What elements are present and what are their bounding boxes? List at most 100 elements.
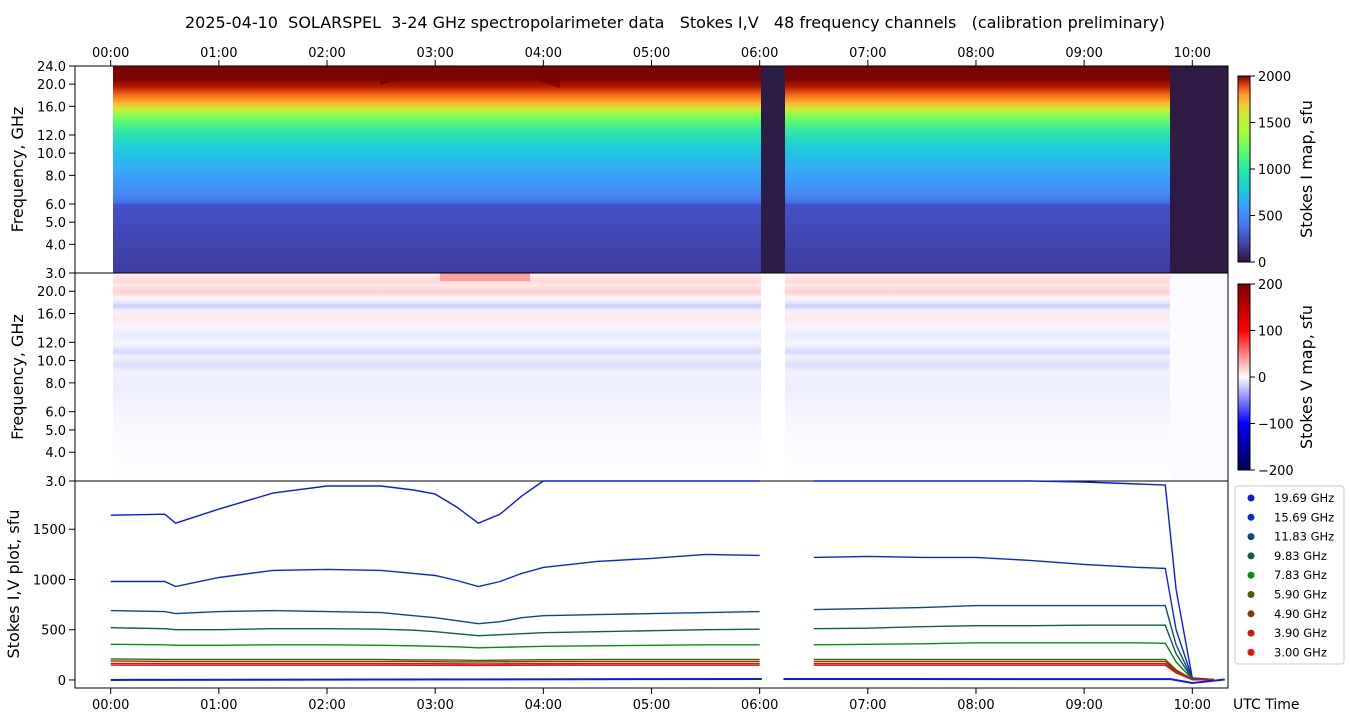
top-time-tick-label: 08:00	[957, 46, 994, 61]
stokes-i-colorbar-ticks: 0 500 1000 1500 2000	[1250, 70, 1291, 271]
freq-tick-label: 10.0	[37, 355, 66, 370]
stokes-i-colorbar-gradient	[1237, 75, 1251, 263]
freq-tick-label: 5.0	[45, 424, 66, 439]
bottom-time-tick-label: 03:00	[416, 698, 453, 713]
colorbar-tick-label: 500	[1258, 210, 1283, 225]
legend-label: 19.69 GHz	[1274, 491, 1334, 505]
series-line-11-83-ghz	[110, 604, 1214, 681]
top-time-tick-label: 01:00	[200, 46, 237, 61]
bottom-time-tick-label: 02:00	[308, 698, 345, 713]
stokes-v-panel: 3.0 4.0 5.0 6.0 8.0 10.0 12.0 16.0 20.0 Frequenc…	[8, 272, 1229, 490]
legend-label: 5.90 GHz	[1274, 588, 1327, 602]
stokes-v-colorbar-ticks: 200 100 0 −100 −200	[1250, 278, 1294, 479]
colorbar-tick-label: −100	[1258, 418, 1294, 433]
legend-marker	[1247, 494, 1255, 502]
stokes-v-data-gap	[761, 273, 785, 481]
stokes-v-ylabel: Frequency, GHz	[8, 314, 27, 440]
colorbar-tick-label: 0	[1258, 256, 1266, 271]
legend-label: 4.90 GHz	[1274, 607, 1327, 621]
freq-tick-label: 20.0	[37, 78, 66, 93]
series-line-3-00-ghz	[110, 664, 1214, 681]
freq-tick-label: 3.0	[45, 267, 66, 282]
stokes-i-panel: 3.0 4.0 5.0 6.0 8.0 10.0 12.0 16.0 20.0 24.0 00:0…	[8, 46, 1229, 282]
freq-tick-label: 12.0	[37, 336, 66, 351]
bottom-time-tick-label: 05:00	[633, 698, 670, 713]
freq-tick-label: 4.0	[45, 446, 66, 461]
stokes-i-data-gap	[761, 66, 785, 273]
legend-marker	[1247, 513, 1255, 521]
colorbar-tick-label: 100	[1258, 325, 1283, 340]
top-time-tick-label: 02:00	[308, 46, 345, 61]
freq-tick-label: 8.0	[45, 169, 66, 184]
legend-label: 3.00 GHz	[1274, 645, 1327, 659]
colorbar-tick-label: 0	[1258, 371, 1266, 386]
legend-label: 9.83 GHz	[1274, 549, 1327, 563]
stokes-v-colorbar-label: Stokes V map, sfu	[1297, 305, 1316, 449]
legend-marker	[1247, 591, 1255, 598]
legend-marker	[1247, 533, 1255, 541]
value-tick-label: 500	[41, 624, 66, 639]
stokes-v-map	[113, 273, 1170, 481]
series-line-15-69-ghz	[110, 553, 1214, 681]
bottom-time-tick-label: 04:00	[525, 698, 562, 713]
stokes-i-ylabel: Frequency, GHz	[8, 107, 27, 233]
stokes-v-after-sunset	[1170, 273, 1228, 481]
line-plot-y-ticks: 0 500 1000 1500	[33, 523, 75, 689]
top-time-tick-label: 09:00	[1065, 46, 1102, 61]
freq-tick-label: 24.0	[37, 60, 66, 75]
top-time-tick-label: 10:00	[1174, 46, 1211, 61]
value-tick-label: 1500	[33, 523, 66, 538]
legend-label: 11.83 GHz	[1274, 530, 1334, 544]
stokes-i-colorbar: 0 500 1000 1500 2000 Stokes I map, sfu	[1237, 70, 1316, 271]
x-axis-label: UTC Time	[1233, 697, 1299, 713]
series-line-7-83-ghz	[110, 642, 1214, 681]
stokes-i-after-sunset	[1170, 66, 1228, 273]
top-time-tick-label: 07:00	[849, 46, 886, 61]
bottom-time-tick-label: 10:00	[1174, 698, 1211, 713]
top-time-tick-label: 00:00	[92, 46, 129, 61]
stokes-v-colorbar: 200 100 0 −100 −200 Stokes V map, sfu	[1237, 278, 1316, 479]
legend-label: 15.69 GHz	[1274, 510, 1334, 524]
legend-entries: 19.69 GHz 15.69 GHz 11.83 GHz 9.83 GHz 7.83 …	[1247, 491, 1334, 659]
freq-tick-label: 20.0	[37, 285, 66, 300]
freq-tick-label: 16.0	[37, 308, 66, 323]
stokes-i-y-ticks: 3.0 4.0 5.0 6.0 8.0 10.0 12.0 16.0 20.0 24.0	[37, 60, 75, 282]
line-plot-panel: 0 500 1000 1500 00:00 01:00 02:00 03:00 04:00 05…	[4, 480, 1299, 713]
legend: 19.69 GHz 15.69 GHz 11.83 GHz 9.83 GHz 7.83 …	[1234, 485, 1345, 665]
stokes-i-colorbar-label: Stokes I map, sfu	[1297, 100, 1316, 238]
top-time-tick-label: 03:00	[416, 46, 453, 61]
legend-label: 7.83 GHz	[1274, 568, 1327, 582]
value-tick-label: 1000	[33, 573, 66, 588]
line-plot-frame	[74, 480, 1229, 689]
legend-marker	[1247, 610, 1255, 618]
series-line-9-83-ghz	[110, 624, 1214, 681]
legend-box	[1234, 485, 1345, 665]
top-time-ticks: 00:00 01:00 02:00 03:00 04:00 05:00 06:00 07:00…	[92, 46, 1211, 66]
stokes-v-colorbar-gradient	[1237, 283, 1251, 471]
colorbar-tick-label: 1000	[1258, 163, 1291, 178]
bottom-time-tick-label: 07:00	[849, 698, 886, 713]
series-line-19-69-ghz	[110, 480, 1214, 681]
freq-tick-label: 5.0	[45, 216, 66, 231]
colorbar-tick-label: 2000	[1258, 70, 1291, 85]
freq-tick-label: 12.0	[37, 129, 66, 144]
colorbar-tick-label: −200	[1258, 464, 1294, 479]
colorbar-tick-label: 1500	[1258, 117, 1291, 132]
value-tick-label: 0	[58, 674, 66, 689]
stokes-i-burst-bump	[380, 66, 560, 88]
legend-label: 3.90 GHz	[1274, 626, 1327, 640]
stokes-v-burst-patch	[440, 273, 530, 281]
freq-tick-label: 3.0	[45, 475, 66, 490]
freq-tick-label: 16.0	[37, 100, 66, 115]
bottom-time-tick-label: 09:00	[1065, 698, 1102, 713]
top-time-tick-label: 04:00	[525, 46, 562, 61]
bottom-time-tick-label: 01:00	[200, 698, 237, 713]
top-time-tick-label: 05:00	[633, 46, 670, 61]
legend-marker	[1247, 552, 1255, 560]
top-time-tick-label: 06:00	[741, 46, 778, 61]
freq-tick-label: 6.0	[45, 406, 66, 421]
stokes-v-y-ticks: 3.0 4.0 5.0 6.0 8.0 10.0 12.0 16.0 20.0	[37, 285, 75, 490]
legend-marker	[1247, 571, 1255, 579]
line-plot-ylabel: Stokes I,V plot, sfu	[4, 510, 23, 659]
